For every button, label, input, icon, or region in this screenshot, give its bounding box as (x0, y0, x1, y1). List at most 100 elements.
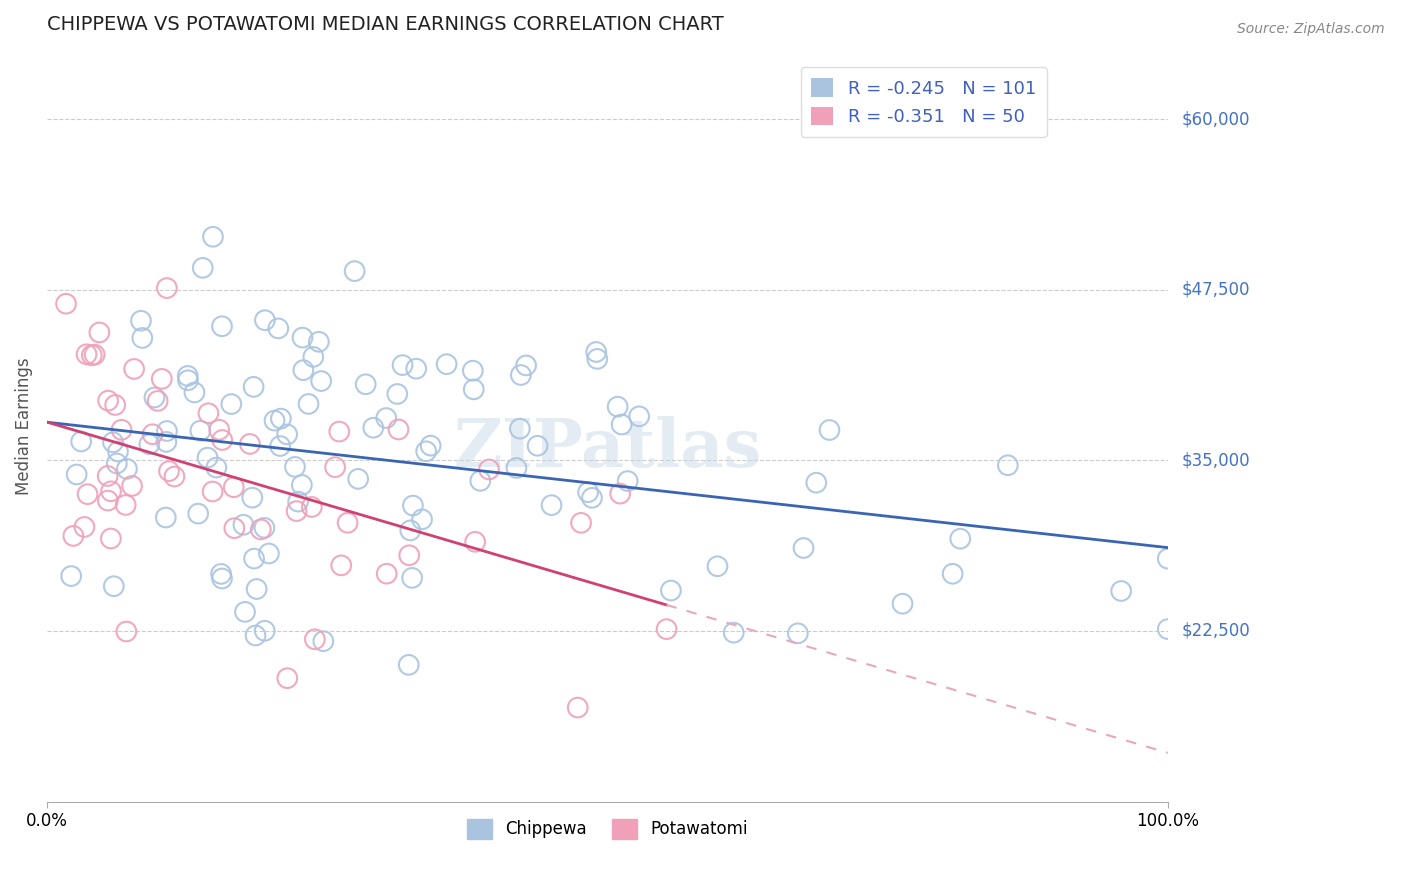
Point (246, 582, 269, 596)
Point (114, 498, 136, 512)
Point (470, 474, 492, 488)
Point (107, 444, 129, 458)
Point (419, 439, 441, 453)
Point (285, 504, 308, 518)
Point (197, 450, 219, 465)
Point (105, 457, 128, 471)
Point (793, 541, 815, 555)
Text: CHIPPEWA VS POTAWATOMI MEDIAN EARNINGS CORRELATION CHART: CHIPPEWA VS POTAWATOMI MEDIAN EARNINGS C… (46, 15, 724, 34)
Point (66, 467, 89, 482)
Point (129, 314, 152, 328)
Point (336, 516, 359, 530)
Text: $22,500: $22,500 (1181, 622, 1250, 640)
Point (209, 566, 232, 581)
Point (253, 624, 276, 638)
Point (391, 358, 413, 372)
Point (464, 534, 486, 549)
Text: Source: ZipAtlas.com: Source: ZipAtlas.com (1237, 22, 1385, 37)
Point (478, 462, 501, 476)
Point (163, 469, 186, 483)
Point (569, 516, 592, 530)
Point (308, 334, 330, 349)
Point (387, 387, 409, 401)
Point (436, 357, 458, 371)
Point (284, 459, 307, 474)
Point (354, 377, 377, 392)
Point (330, 558, 353, 573)
Point (655, 622, 678, 636)
Point (110, 423, 132, 437)
Point (576, 485, 599, 500)
Point (60, 569, 83, 583)
Point (156, 424, 179, 438)
Point (73, 520, 96, 534)
Point (70, 434, 93, 449)
Point (463, 382, 485, 396)
Point (157, 464, 180, 478)
Point (505, 461, 527, 475)
Point (297, 397, 319, 411)
Point (343, 264, 366, 278)
Point (211, 433, 233, 447)
Point (586, 351, 609, 366)
Point (201, 484, 224, 499)
Point (55, 296, 77, 310)
Point (1109, 584, 1132, 599)
Point (183, 385, 205, 400)
Point (233, 605, 256, 619)
Point (97, 469, 120, 483)
Point (659, 583, 682, 598)
Point (224, 521, 246, 535)
Point (211, 572, 233, 586)
Point (253, 313, 276, 327)
Point (405, 361, 427, 376)
Point (76, 347, 98, 361)
Point (949, 532, 972, 546)
Point (515, 359, 537, 373)
Point (188, 424, 211, 438)
Point (121, 479, 143, 493)
Point (150, 372, 173, 386)
Point (197, 406, 219, 420)
Point (942, 566, 965, 581)
Point (115, 462, 138, 476)
Point (291, 330, 314, 344)
Point (287, 494, 309, 508)
Point (257, 546, 280, 560)
Point (222, 480, 245, 494)
Point (263, 414, 285, 428)
Point (291, 478, 314, 492)
Point (1157, 551, 1180, 566)
Point (250, 523, 273, 537)
Point (276, 671, 298, 685)
Point (208, 423, 231, 437)
Point (243, 551, 266, 566)
Point (347, 472, 370, 486)
Point (267, 321, 290, 335)
Point (415, 444, 437, 458)
Y-axis label: Median Earnings: Median Earnings (15, 358, 32, 495)
Point (155, 434, 177, 449)
Point (80, 348, 103, 362)
Point (387, 422, 409, 436)
Point (177, 373, 200, 387)
Point (276, 427, 298, 442)
Point (131, 331, 153, 345)
Point (706, 559, 728, 574)
Point (786, 626, 808, 640)
Point (83, 348, 105, 362)
Legend: Chippewa, Potawatomi: Chippewa, Potawatomi (460, 812, 755, 846)
Point (76, 487, 98, 501)
Point (891, 597, 914, 611)
Point (302, 350, 325, 364)
Point (205, 460, 228, 475)
Point (187, 507, 209, 521)
Point (100, 532, 122, 546)
Point (375, 566, 398, 581)
Point (818, 423, 841, 437)
Point (328, 425, 350, 439)
Point (616, 474, 638, 488)
Point (509, 422, 531, 436)
Point (399, 524, 422, 538)
Point (115, 624, 138, 639)
